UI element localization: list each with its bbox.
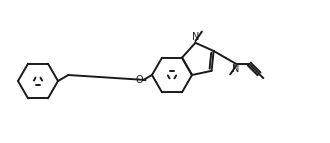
Text: N: N (232, 64, 240, 75)
Text: N: N (192, 32, 199, 42)
Text: O: O (135, 75, 143, 85)
